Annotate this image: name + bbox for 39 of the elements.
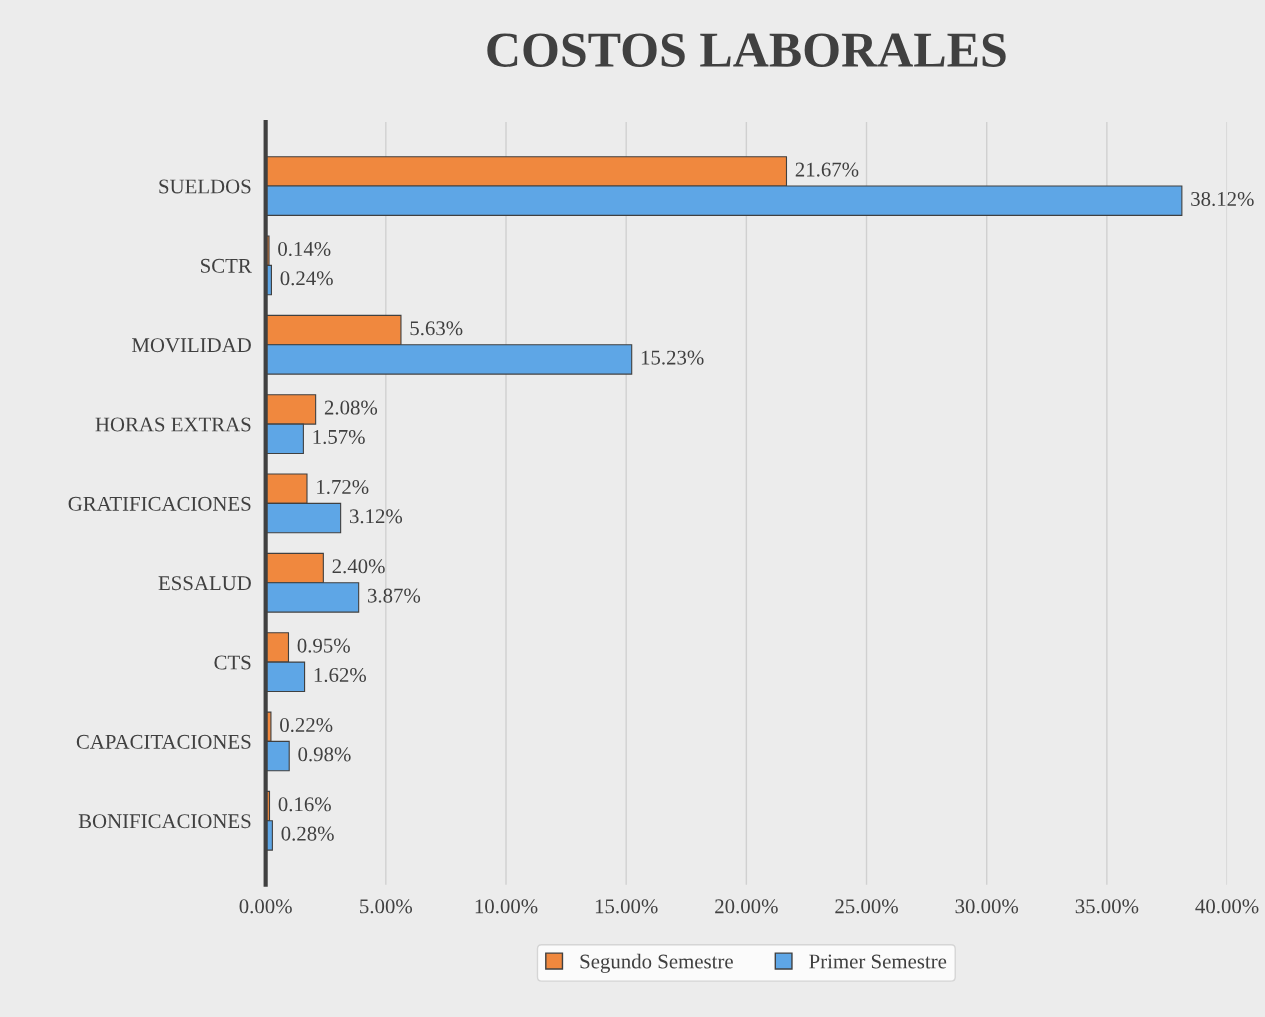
y-tick-label: BONIFICACIONES: [78, 814, 251, 829]
y-tick-label: SUELDOS: [159, 179, 251, 194]
data-label: 1.57%: [313, 429, 365, 445]
data-label: 3.12%: [349, 509, 403, 524]
y-tick-label: ESSALUD: [158, 576, 251, 591]
legend-label: Segundo Semestre: [580, 953, 733, 973]
y-tick-label: CTS: [214, 655, 251, 670]
x-tick-label: 15.00%: [595, 899, 658, 914]
data-label: 0.95%: [297, 638, 350, 653]
y-tick-label: CAPACITACIONES: [76, 734, 251, 749]
data-label: 1.72%: [317, 479, 369, 495]
data-label: 2.40%: [332, 559, 385, 574]
x-tick-label: 30.00%: [955, 899, 1019, 914]
data-label: 5.63%: [410, 321, 463, 336]
x-tick-label: 0.00%: [239, 899, 292, 914]
data-label: 15.23%: [641, 350, 704, 365]
x-tick-label: 5.00%: [360, 899, 413, 914]
data-label: 0.24%: [280, 271, 333, 286]
x-tick-label: 40.00%: [1195, 899, 1259, 914]
x-tick-label: 25.00%: [835, 899, 898, 914]
data-label: 0.14%: [278, 241, 331, 257]
data-label: 2.08%: [324, 400, 378, 415]
data-label: 0.22%: [280, 717, 333, 733]
data-label: 21.67%: [795, 162, 859, 177]
data-label: 38.12%: [1191, 191, 1254, 207]
data-label: 0.16%: [278, 797, 331, 812]
y-tick-label: GRATIFICACIONES: [68, 496, 251, 511]
x-tick-label: 35.00%: [1075, 899, 1139, 914]
data-label: 3.87%: [367, 588, 421, 603]
data-label: 0.28%: [281, 826, 334, 841]
y-tick-label: SCTR: [201, 258, 252, 273]
x-tick-label: 20.00%: [715, 899, 778, 914]
data-label: 1.62%: [314, 667, 367, 683]
y-tick-label: HORAS EXTRAS: [95, 417, 251, 432]
x-tick-label: 10.00%: [475, 899, 538, 914]
legend-label: Primer Semestre: [809, 954, 947, 969]
chart-title: COSTOS LABORALES: [487, 33, 1006, 67]
y-tick-label: MOVILIDAD: [132, 338, 251, 353]
data-label: 0.98%: [298, 747, 351, 762]
